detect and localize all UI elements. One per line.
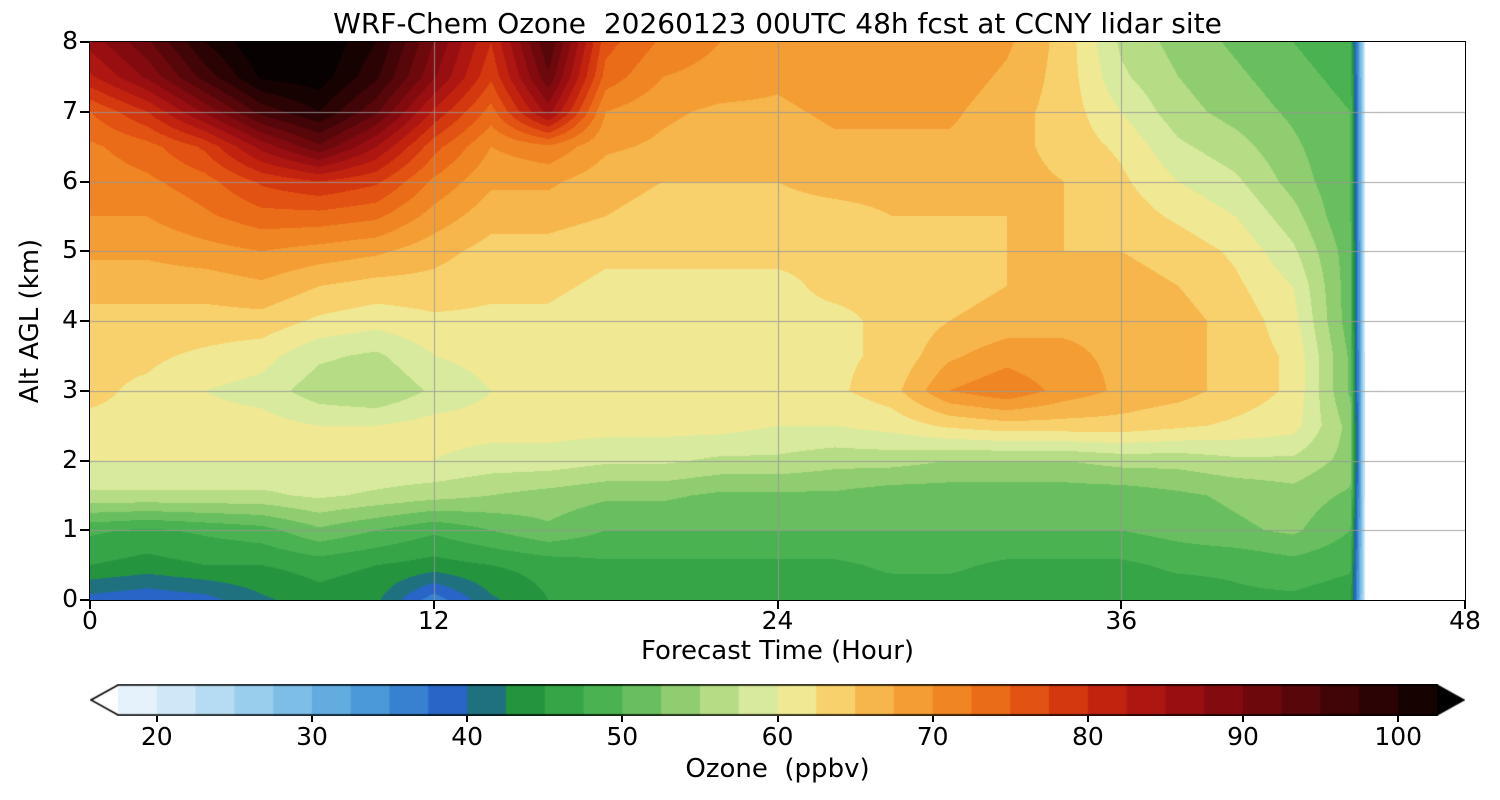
chart-title: WRF-Chem Ozone 20260123 00UTC 48h fcst a… <box>333 7 1222 40</box>
colorbar-tick-mark <box>466 716 469 722</box>
colorbar-tick-mark <box>310 716 313 722</box>
y-tick-label-6: 6 <box>62 165 78 195</box>
y-tick-label-8: 8 <box>62 26 78 55</box>
colorbar-tick-mark <box>1242 716 1245 722</box>
colorbar-tick-label-100: 100 <box>1374 722 1423 751</box>
y-tick-label-4: 4 <box>62 305 78 334</box>
x-tick-mark <box>776 601 779 609</box>
y-tick-mark <box>80 459 89 462</box>
colorbar-tick-label-30: 30 <box>296 722 328 751</box>
y-tick-label-0: 0 <box>62 584 78 613</box>
y-tick-mark <box>80 320 89 322</box>
colorbar-tick-label-50: 50 <box>606 722 639 751</box>
y-tick-mark <box>80 389 89 392</box>
colorbar-tick-label-70: 70 <box>916 722 949 751</box>
x-tick-mark <box>1120 601 1123 609</box>
x-tick-mark <box>89 601 91 609</box>
colorbar-tick-label-60: 60 <box>761 722 794 751</box>
colorbar-tick-mark <box>621 716 624 722</box>
ozone-contour-canvas <box>90 42 1465 600</box>
colorbar-label: Ozone (ppbv) <box>685 754 870 784</box>
x-tick-label-12: 12 <box>417 606 450 635</box>
x-tick-label-48: 48 <box>1449 606 1481 635</box>
colorbar-canvas <box>90 684 1465 716</box>
x-tick-mark <box>1464 601 1466 609</box>
colorbar-tick-mark <box>1397 716 1400 722</box>
plot-area <box>89 41 1466 601</box>
y-tick-label-7: 7 <box>62 95 78 125</box>
y-tick-mark <box>80 110 89 113</box>
x-tick-label-0: 0 <box>82 606 98 635</box>
x-tick-label-36: 36 <box>1105 606 1138 635</box>
colorbar-tick-mark <box>776 716 779 722</box>
x-axis-label: Forecast Time (Hour) <box>640 636 915 666</box>
y-tick-mark <box>80 529 89 532</box>
colorbar-tick-label-90: 90 <box>1227 722 1259 751</box>
colorbar-tick-label-80: 80 <box>1071 722 1104 751</box>
colorbar-tick-mark <box>931 716 934 722</box>
colorbar-tick-mark <box>1086 716 1089 722</box>
y-tick-mark <box>80 41 89 43</box>
colorbar-tick-label-20: 20 <box>140 722 173 751</box>
y-tick-label-3: 3 <box>62 374 78 404</box>
colorbar-tick-mark <box>155 716 158 722</box>
y-tick-mark <box>80 599 89 601</box>
y-tick-label-2: 2 <box>62 444 78 474</box>
colorbar-tick-label-40: 40 <box>451 722 484 751</box>
y-tick-label-1: 1 <box>62 514 78 544</box>
x-tick-mark <box>432 601 435 609</box>
y-tick-mark <box>80 180 89 183</box>
x-tick-label-24: 24 <box>761 606 794 635</box>
y-tick-mark <box>80 250 89 253</box>
y-tick-label-5: 5 <box>62 235 78 265</box>
